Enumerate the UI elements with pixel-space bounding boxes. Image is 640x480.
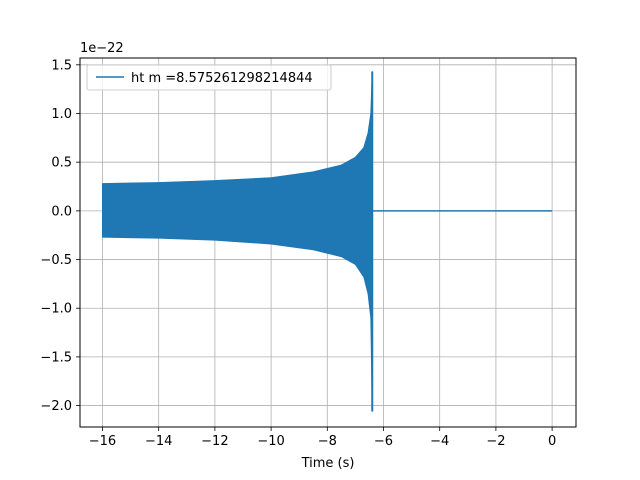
y-tick-label: −1.5 (40, 350, 72, 365)
x-tick-label: −4 (430, 434, 449, 449)
y-tick-label: −0.5 (40, 253, 72, 268)
x-tick-label: −6 (374, 434, 393, 449)
y-tick-label: −2.0 (40, 399, 72, 414)
x-tick-label: −12 (201, 434, 228, 449)
legend-label: ht m =8.575261298214844 (131, 71, 313, 86)
x-axis-label: Time (s) (301, 456, 355, 471)
legend: ht m =8.575261298214844 (86, 64, 332, 91)
y-tick-label: 1.0 (51, 107, 72, 122)
x-axis-ticks: −16 −14 −12 −10 −8 −6 −4 −2 0 (89, 427, 556, 449)
legend-box (86, 64, 332, 91)
x-tick-label: 0 (548, 434, 556, 449)
x-tick-label: −10 (257, 434, 284, 449)
x-tick-label: −14 (145, 434, 172, 449)
y-tick-label: −1.0 (40, 302, 72, 317)
plot-frame (79, 57, 577, 428)
y-tick-label: 0.0 (51, 204, 72, 219)
y-axis-ticks: 1.5 1.0 0.5 0.0 −0.5 −1.0 −1.5 −2.0 (40, 58, 80, 414)
y-tick-label: 0.5 (51, 156, 72, 171)
x-tick-label: −8 (318, 434, 337, 449)
grid-lines (80, 58, 576, 427)
x-tick-label: −2 (486, 434, 505, 449)
y-tick-label: 1.5 (51, 58, 72, 73)
x-tick-label: −16 (89, 434, 116, 449)
y-offset-label: 1e−22 (80, 41, 124, 56)
series-ht (101, 71, 553, 412)
